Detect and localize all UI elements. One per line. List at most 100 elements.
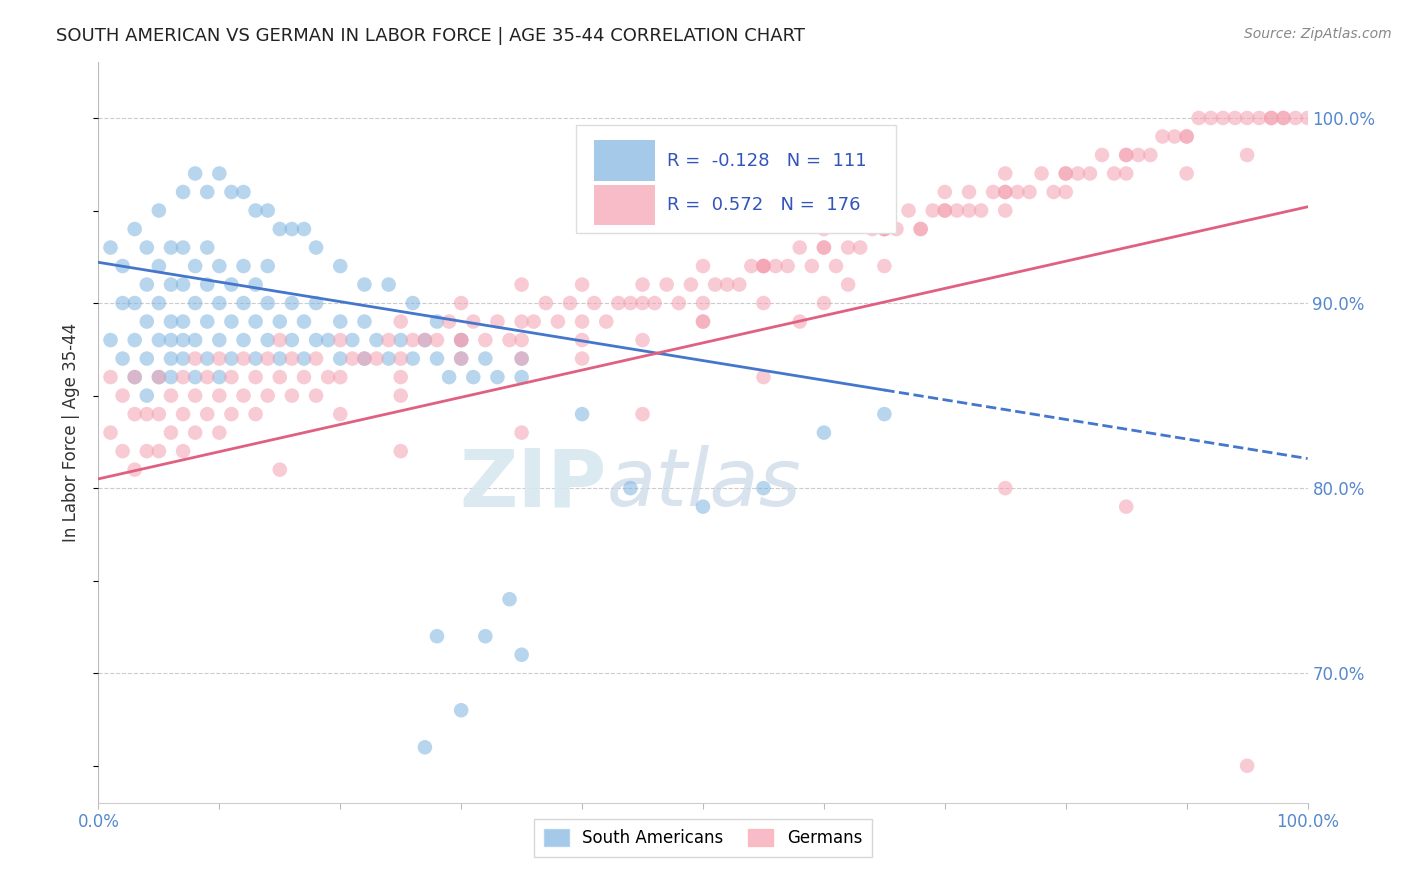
Point [329,333,352,347]
Point [353,351,375,366]
Point [837,277,859,292]
Point [886,222,908,236]
Point [221,370,243,384]
Point [172,314,194,328]
Point [921,203,943,218]
Point [910,222,932,236]
Point [221,407,243,421]
Point [1054,166,1077,180]
Point [329,314,352,328]
Point [208,166,231,180]
Point [981,185,1004,199]
Point [184,166,207,180]
Point [100,370,122,384]
Point [765,259,787,273]
Point [789,240,811,254]
Point [1223,111,1246,125]
Point [486,370,509,384]
Point [692,314,714,328]
Point [208,425,231,440]
Point [305,333,328,347]
Point [934,203,956,218]
Point [1152,129,1174,144]
Point [450,351,472,366]
Point [873,222,896,236]
Point [1260,111,1282,125]
Point [208,388,231,402]
Point [172,370,194,384]
Point [292,370,315,384]
Point [329,407,352,421]
Point [184,259,207,273]
Point [813,296,835,310]
Point [389,388,412,402]
Point [595,314,617,328]
Point [353,351,375,366]
Point [800,259,823,273]
Point [195,314,218,328]
Point [934,185,956,199]
Point [450,333,472,347]
Point [160,388,183,402]
Point [571,407,593,421]
Point [571,314,593,328]
Point [148,407,170,421]
Point [195,351,218,366]
Point [450,351,472,366]
Point [994,185,1017,199]
Point [752,259,775,273]
Point [172,240,194,254]
Point [366,333,388,347]
Point [269,370,291,384]
Point [873,259,896,273]
Point [510,351,533,366]
Point [498,333,520,347]
Point [100,333,122,347]
Point [498,592,520,607]
Point [195,370,218,384]
Point [208,259,231,273]
Point [1188,111,1211,125]
Point [813,222,835,236]
Point [269,222,291,236]
Point [195,407,218,421]
Point [111,444,134,458]
Point [644,296,666,310]
Point [256,388,278,402]
Point [1249,111,1271,125]
Point [208,351,231,366]
Point [135,351,157,366]
Point [825,259,848,273]
Point [195,185,218,199]
Point [655,277,678,292]
FancyBboxPatch shape [576,126,897,233]
Point [716,277,738,292]
Point [281,333,304,347]
Point [305,351,328,366]
Point [402,296,425,310]
Point [957,185,980,199]
Point [413,740,436,755]
Point [776,259,799,273]
Point [547,314,569,328]
Point [994,203,1017,218]
Point [269,333,291,347]
Point [1031,166,1053,180]
Point [474,333,496,347]
Point [292,222,315,236]
Point [148,370,170,384]
Point [463,370,485,384]
Point [1296,111,1319,125]
Point [1115,148,1137,162]
Point [353,277,375,292]
Point [232,388,254,402]
Point [474,629,496,643]
Point [377,333,399,347]
Point [1236,111,1258,125]
Point [342,351,364,366]
Point [124,462,146,476]
Point [1007,185,1029,199]
Point [389,314,412,328]
Point [148,203,170,218]
Point [124,407,146,421]
